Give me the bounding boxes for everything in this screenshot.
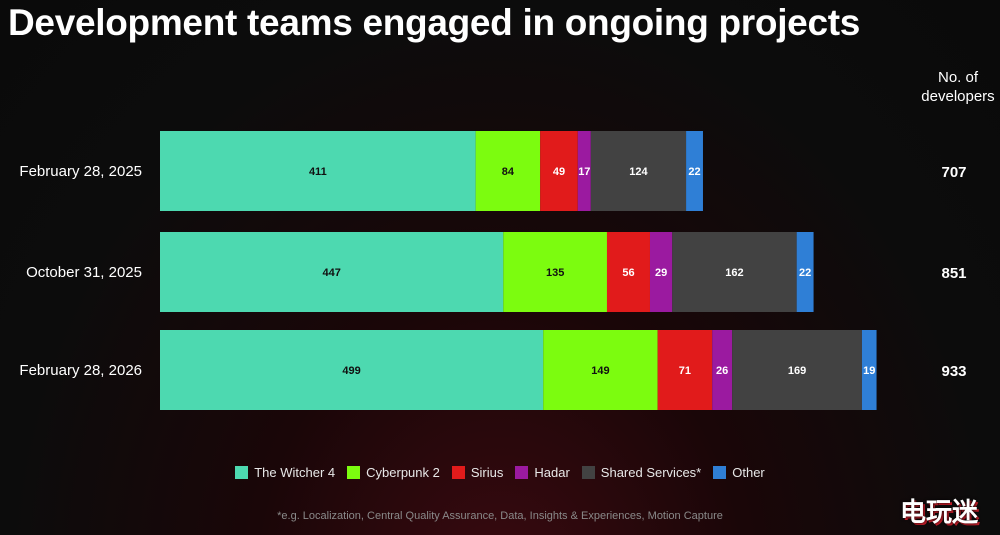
data-label: 26 <box>716 365 728 377</box>
total-label: 933 <box>941 363 966 380</box>
bar-segment <box>577 131 591 211</box>
data-label: 135 <box>546 267 564 279</box>
data-label: 29 <box>655 267 667 279</box>
data-label: 17 <box>578 166 590 178</box>
bar-segment <box>796 232 814 312</box>
legend-swatch <box>713 466 727 479</box>
bar-segment <box>160 131 476 211</box>
legend-label: Shared Services* <box>600 465 702 480</box>
bar-segment <box>649 232 673 312</box>
footnote: *e.g. Localization, Central Quality Assu… <box>277 510 723 522</box>
legend-item: Sirius <box>451 465 504 480</box>
bar-segment <box>672 232 797 312</box>
stacked-bar-chart: February 28, 2025 411 84 49 17 124 22 707 Octobe… <box>19 131 966 410</box>
data-label: 19 <box>863 365 875 377</box>
legend-label: Hadar <box>534 465 570 480</box>
bar-segment <box>732 330 862 410</box>
data-label: 447 <box>322 267 340 279</box>
bar-segment <box>540 131 578 211</box>
data-label: 56 <box>622 267 634 279</box>
category-label: October 31, 2025 <box>26 264 142 281</box>
legend-label: Other <box>732 465 765 480</box>
data-label: 22 <box>799 267 811 279</box>
data-label: 124 <box>629 166 648 178</box>
legend-swatch <box>581 466 595 479</box>
data-label: 49 <box>553 166 565 178</box>
bar-segment <box>543 330 658 410</box>
data-label: 84 <box>502 166 515 178</box>
legend-item: Hadar <box>515 465 570 480</box>
legend: The Witcher 4 Cyberpunk 2 Sirius Hadar Share… <box>0 465 1000 480</box>
legend-item: Shared Services* <box>581 465 702 480</box>
category-label: February 28, 2026 <box>19 362 142 379</box>
bar-segment <box>160 330 544 410</box>
data-label: 162 <box>725 267 743 279</box>
bar-segment <box>606 232 650 312</box>
bar-segment <box>861 330 877 410</box>
legend-swatch <box>451 466 465 479</box>
bar-segment <box>503 232 607 312</box>
data-label: 169 <box>788 365 806 377</box>
data-label: 499 <box>342 365 360 377</box>
watermark-logo: 电玩迷 <box>900 498 979 528</box>
total-label: 707 <box>941 164 966 181</box>
bar-segment <box>657 330 713 410</box>
data-label: 149 <box>591 365 609 377</box>
chart-title: Development teams engaged in ongoing pro… <box>8 2 861 43</box>
legend-label: Cyberpunk 2 <box>366 465 440 480</box>
data-label: 71 <box>679 365 691 377</box>
legend-swatch <box>347 466 361 479</box>
total-column-header: No. of developers <box>921 69 995 105</box>
legend-label: Sirius <box>470 465 504 480</box>
legend-item: The Witcher 4 <box>235 465 335 480</box>
bar-segment <box>590 131 687 211</box>
total-label: 851 <box>941 265 966 282</box>
legend-item: Cyberpunk 2 <box>347 465 440 480</box>
category-label: February 28, 2025 <box>19 163 142 180</box>
bar-segment <box>160 232 504 312</box>
legend-swatch <box>235 466 249 479</box>
bar-segment <box>686 131 703 211</box>
legend-label: The Witcher 4 <box>254 465 336 480</box>
legend-item: Other <box>713 465 765 480</box>
bar-segment <box>475 131 541 211</box>
data-label: 411 <box>309 166 327 178</box>
data-label: 22 <box>688 166 700 178</box>
legend-swatch <box>515 466 529 479</box>
bar-segment <box>712 330 733 410</box>
